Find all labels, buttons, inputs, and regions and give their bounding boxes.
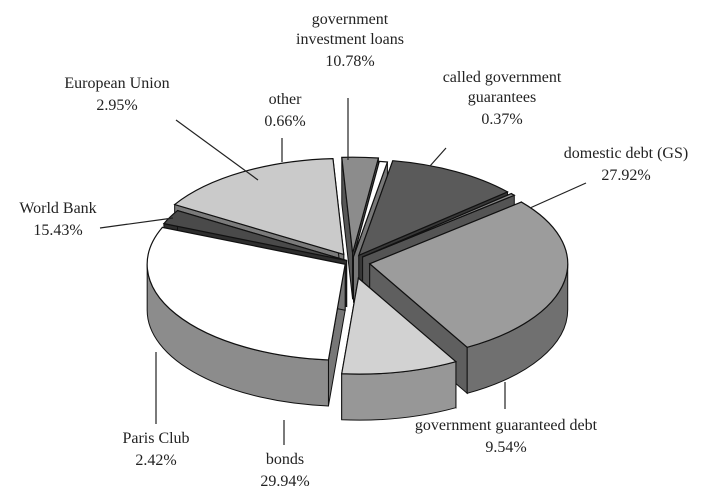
slice-label-text-3-0: Paris Club: [122, 430, 189, 447]
slice-labels: domestic debt (GS) 27.92% government guara…: [19, 11, 688, 489]
slice-label-5: European Union 2.95%: [64, 75, 169, 114]
slice-0: [368, 201, 569, 348]
leader-line-4: [99, 217, 174, 229]
slice-value-8: 0.37%: [481, 111, 522, 128]
slice-label-4: World Bank 15.43%: [19, 200, 96, 239]
slice-label-3: Paris Club 2.42%: [122, 430, 189, 469]
slice-3: [162, 209, 347, 262]
slice-value-7: 10.78%: [325, 53, 374, 70]
slice-label-text-8-1: guarantees: [468, 89, 536, 106]
slice-value-5: 2.95%: [96, 97, 137, 114]
slice-label-text-7-1: investment loans: [296, 31, 404, 48]
leader-line-8: [429, 147, 447, 167]
slice-value-6: 0.66%: [264, 113, 305, 130]
slice-value-4: 15.43%: [33, 222, 82, 239]
slice-5: [341, 156, 380, 254]
slice-label-6: other 0.66%: [264, 91, 305, 130]
slice-4: [173, 157, 345, 256]
leader-line-5: [175, 119, 259, 181]
slice-value-0: 27.92%: [601, 167, 650, 184]
slice-label-1: government guaranteed debt 9.54%: [415, 417, 598, 456]
slice-2: [146, 226, 346, 361]
slice-label-text-2-0: bonds: [266, 451, 304, 468]
slice-label-0: domestic debt (GS) 27.92%: [564, 145, 688, 184]
slice-8: [362, 192, 516, 258]
slice-value-2: 29.94%: [260, 473, 309, 489]
leader-line-0: [529, 182, 587, 209]
slice-label-text-0-0: domestic debt (GS): [564, 145, 688, 162]
slice-label-text-8-0: called government: [443, 69, 562, 86]
slice-value-3: 2.42%: [135, 452, 176, 469]
slice-7: [357, 160, 509, 257]
pie-tops: [146, 156, 569, 375]
slice-label-8: called government guarantees 0.37%: [443, 69, 562, 128]
slice-value-1: 9.54%: [485, 439, 526, 456]
slice-label-text-7-0: government: [312, 11, 389, 28]
slice-label-text-6-0: other: [269, 91, 303, 108]
slice-1: [340, 276, 458, 375]
slice-6: [352, 160, 389, 257]
slice-label-text-5-0: European Union: [64, 75, 169, 92]
slice-label-7: government investment loans 10.78%: [296, 11, 404, 70]
slice-label-2: bonds 29.94%: [260, 451, 309, 489]
leader-lines: [99, 98, 587, 445]
slice-label-text-4-0: World Bank: [19, 200, 96, 217]
slice-label-text-1-0: government guaranteed debt: [415, 417, 598, 434]
